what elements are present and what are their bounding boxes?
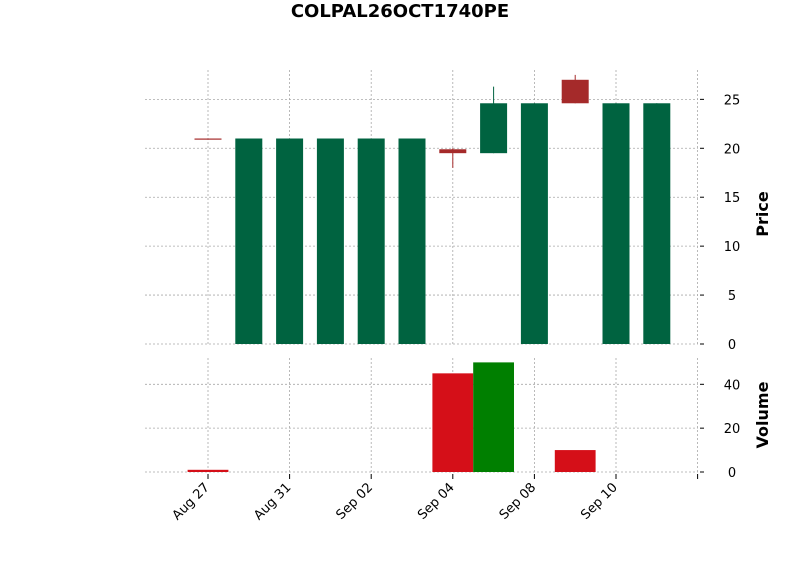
x-tick-label: Aug 31 [251,480,294,523]
price-tick-label: 0 [728,338,736,353]
volume-tick-label: 40 [724,378,741,393]
volume-bar [432,373,474,472]
price-axis-label: Price [753,191,772,237]
price-tick-label: 5 [728,289,736,304]
candle-body [357,138,385,344]
candle-body [194,138,222,140]
candle-body [561,79,589,104]
candle-body [643,103,671,345]
x-tick-label: Aug 27 [170,480,213,523]
volume-tick-label: 20 [724,422,741,437]
price-tick-label: 10 [724,240,741,255]
candle-body [398,138,426,344]
volume-bar [554,450,596,472]
x-tick-label: Sep 02 [333,480,376,523]
price-tick-label: 25 [724,93,741,108]
candle-body [276,138,304,344]
volume-bar [187,469,229,472]
price-tick-label: 15 [724,191,741,206]
chart-title: COLPAL26OCT1740PE [291,1,509,22]
volume-axis-label: Volume [753,381,772,448]
price-tick-label: 20 [724,142,741,157]
volume-tick-label: 0 [728,466,736,481]
candle-body [439,149,467,154]
x-tick-label: Sep 08 [497,480,540,523]
candle-body [235,138,263,344]
candle-body [480,103,508,154]
candle-body [520,103,548,345]
marks-layer [187,74,671,472]
volume-bar [473,362,514,472]
candle-body [602,103,630,345]
x-tick-label: Sep 04 [415,480,458,523]
candle-body [316,138,344,344]
x-tick-label: Sep 10 [578,480,621,523]
